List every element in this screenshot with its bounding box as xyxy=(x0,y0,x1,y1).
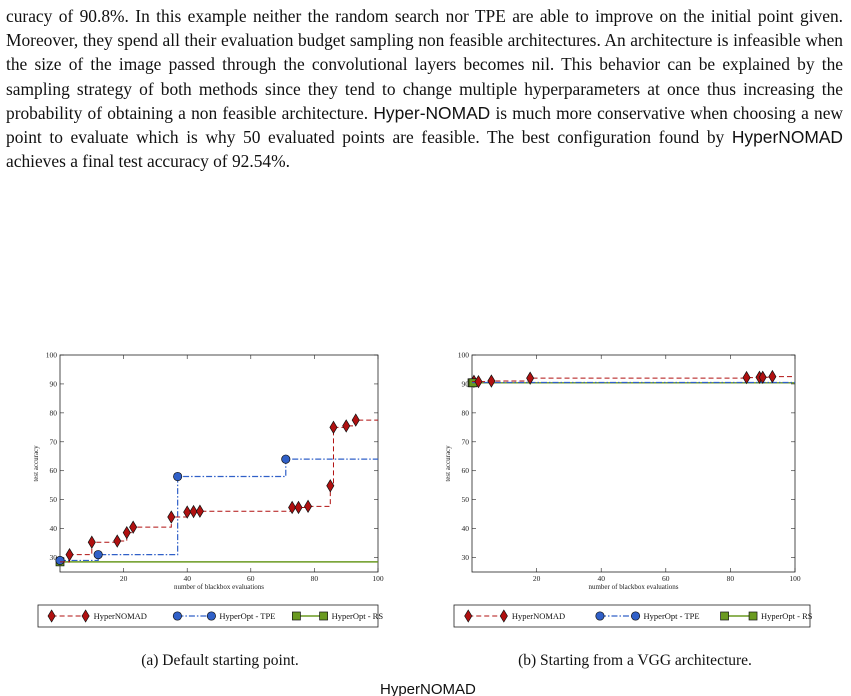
x-axis-label: number of blackbox evaluations xyxy=(588,583,678,591)
x-tick-label: 40 xyxy=(597,574,605,583)
point-marker-hypernomad xyxy=(189,504,198,519)
legend: HyperNOMAD HyperOpt - TPE HyperOpt - RS xyxy=(37,604,384,628)
point-marker-tpe xyxy=(93,550,103,560)
y-tick-label: 90 xyxy=(50,379,58,388)
body-paragraph: curacy of 90.8%. In this example neither… xyxy=(6,4,843,173)
point-marker-hypernomad xyxy=(294,500,303,515)
x-tick-label: 20 xyxy=(120,574,128,583)
legend: HyperNOMAD HyperOpt - TPE HyperOpt - RS xyxy=(453,604,813,628)
legend-marker xyxy=(292,611,301,621)
legend-label: HyperNOMAD xyxy=(94,611,147,621)
legend-marker xyxy=(720,611,729,621)
caption-b: (b) Starting from a VGG architecture. xyxy=(518,652,752,669)
chart-panel-b: 30 40 50 60 70 80 90 100 20 40 60 80 100 number of bl… xyxy=(444,351,813,628)
y-tick-label: 60 xyxy=(50,466,58,475)
figure-caption-cut: HyperNOMAD xyxy=(380,681,476,696)
point-marker-hypernomad xyxy=(758,370,767,384)
legend-marker xyxy=(748,611,758,621)
y-tick-label: 70 xyxy=(50,437,58,446)
x-tick-label: 100 xyxy=(372,574,384,583)
x-tick-label: 60 xyxy=(247,574,255,583)
y-tick-label: 40 xyxy=(462,524,470,533)
point-marker-hypernomad xyxy=(351,413,360,427)
point-marker-hypernomad xyxy=(342,419,351,433)
point-marker-hypernomad xyxy=(304,499,313,514)
y-tick-label: 40 xyxy=(50,524,58,533)
point-marker-hypernomad xyxy=(329,420,338,435)
y-tick-label: 80 xyxy=(50,408,58,417)
point-marker-hypernomad xyxy=(65,547,74,562)
legend-marker xyxy=(319,611,328,621)
paragraph-text-2: is much more conservative when choosing … xyxy=(6,102,843,148)
y-tick-label: 70 xyxy=(462,437,470,446)
point-marker-hypernomad xyxy=(742,370,751,385)
y-axis-label: test accuracy xyxy=(32,445,40,482)
plot-frame xyxy=(59,354,379,573)
hypernomad-name-1: Hyper-NOMAD xyxy=(373,102,491,123)
y-tick-label: 80 xyxy=(462,408,470,417)
point-marker-hypernomad xyxy=(326,479,335,493)
legend-marker xyxy=(81,609,90,623)
y-axis-label: test accuracy xyxy=(444,445,452,482)
point-marker-hypernomad xyxy=(487,374,496,388)
legend-marker xyxy=(595,611,605,621)
y-tick-label: 90 xyxy=(462,379,470,388)
legend-label: HyperOpt - RS xyxy=(761,611,813,621)
legend-marker xyxy=(172,611,182,621)
point-marker-hypernomad xyxy=(129,520,138,534)
legend-label: HyperOpt - TPE xyxy=(219,611,275,621)
x-tick-label: 100 xyxy=(789,574,801,583)
paragraph-text-1: curacy of 90.8%. In this example neither… xyxy=(6,6,843,123)
y-tick-label: 50 xyxy=(462,495,470,504)
plot-frame xyxy=(471,354,796,573)
legend-label: HyperOpt - RS xyxy=(332,611,384,621)
x-tick-label: 60 xyxy=(662,574,670,583)
legend-marker xyxy=(499,609,508,623)
point-marker-tpe xyxy=(281,454,291,464)
y-tick-label: 30 xyxy=(50,553,58,562)
legend-marker xyxy=(464,609,473,623)
hypernomad-name-2: HyperNOMAD xyxy=(731,127,843,148)
y-tick-label: 100 xyxy=(46,351,58,360)
legend-label: HyperNOMAD xyxy=(512,611,565,621)
point-marker-hypernomad xyxy=(122,525,131,540)
point-marker-hypernomad xyxy=(526,371,535,385)
paragraph-text-3: achieves a final test accuracy of 92.54%… xyxy=(6,151,290,172)
point-marker-hypernomad xyxy=(195,504,204,518)
point-marker-tpe xyxy=(173,471,183,482)
caption-a: (a) Default starting point. xyxy=(141,652,299,669)
point-marker-hypernomad xyxy=(167,510,176,524)
x-tick-label: 20 xyxy=(533,574,541,583)
legend-marker xyxy=(47,609,56,623)
point-marker-hypernomad xyxy=(288,500,297,515)
series-line-tpe xyxy=(60,458,378,562)
x-tick-label: 40 xyxy=(183,574,191,583)
x-axis-label: number of blackbox evaluations xyxy=(174,583,264,591)
point-marker-tpe xyxy=(55,555,65,565)
legend-marker xyxy=(206,611,216,621)
y-tick-label: 100 xyxy=(458,351,470,360)
point-marker-hypernomad xyxy=(183,505,192,519)
point-marker-hypernomad xyxy=(768,369,777,384)
point-marker-hypernomad xyxy=(474,374,483,389)
chart-panel-a: 30 40 50 60 70 80 90 100 20 40 60 80 100 number of bl… xyxy=(32,351,384,628)
point-marker-hypernomad xyxy=(113,534,122,548)
y-tick-label: 30 xyxy=(462,553,470,562)
x-tick-label: 80 xyxy=(727,574,735,583)
point-marker-hypernomad xyxy=(87,535,96,549)
legend-label: HyperOpt - TPE xyxy=(644,611,700,621)
legend-marker xyxy=(631,611,641,621)
y-tick-label: 50 xyxy=(50,495,58,504)
x-tick-label: 80 xyxy=(311,574,319,583)
y-tick-label: 60 xyxy=(462,466,470,475)
